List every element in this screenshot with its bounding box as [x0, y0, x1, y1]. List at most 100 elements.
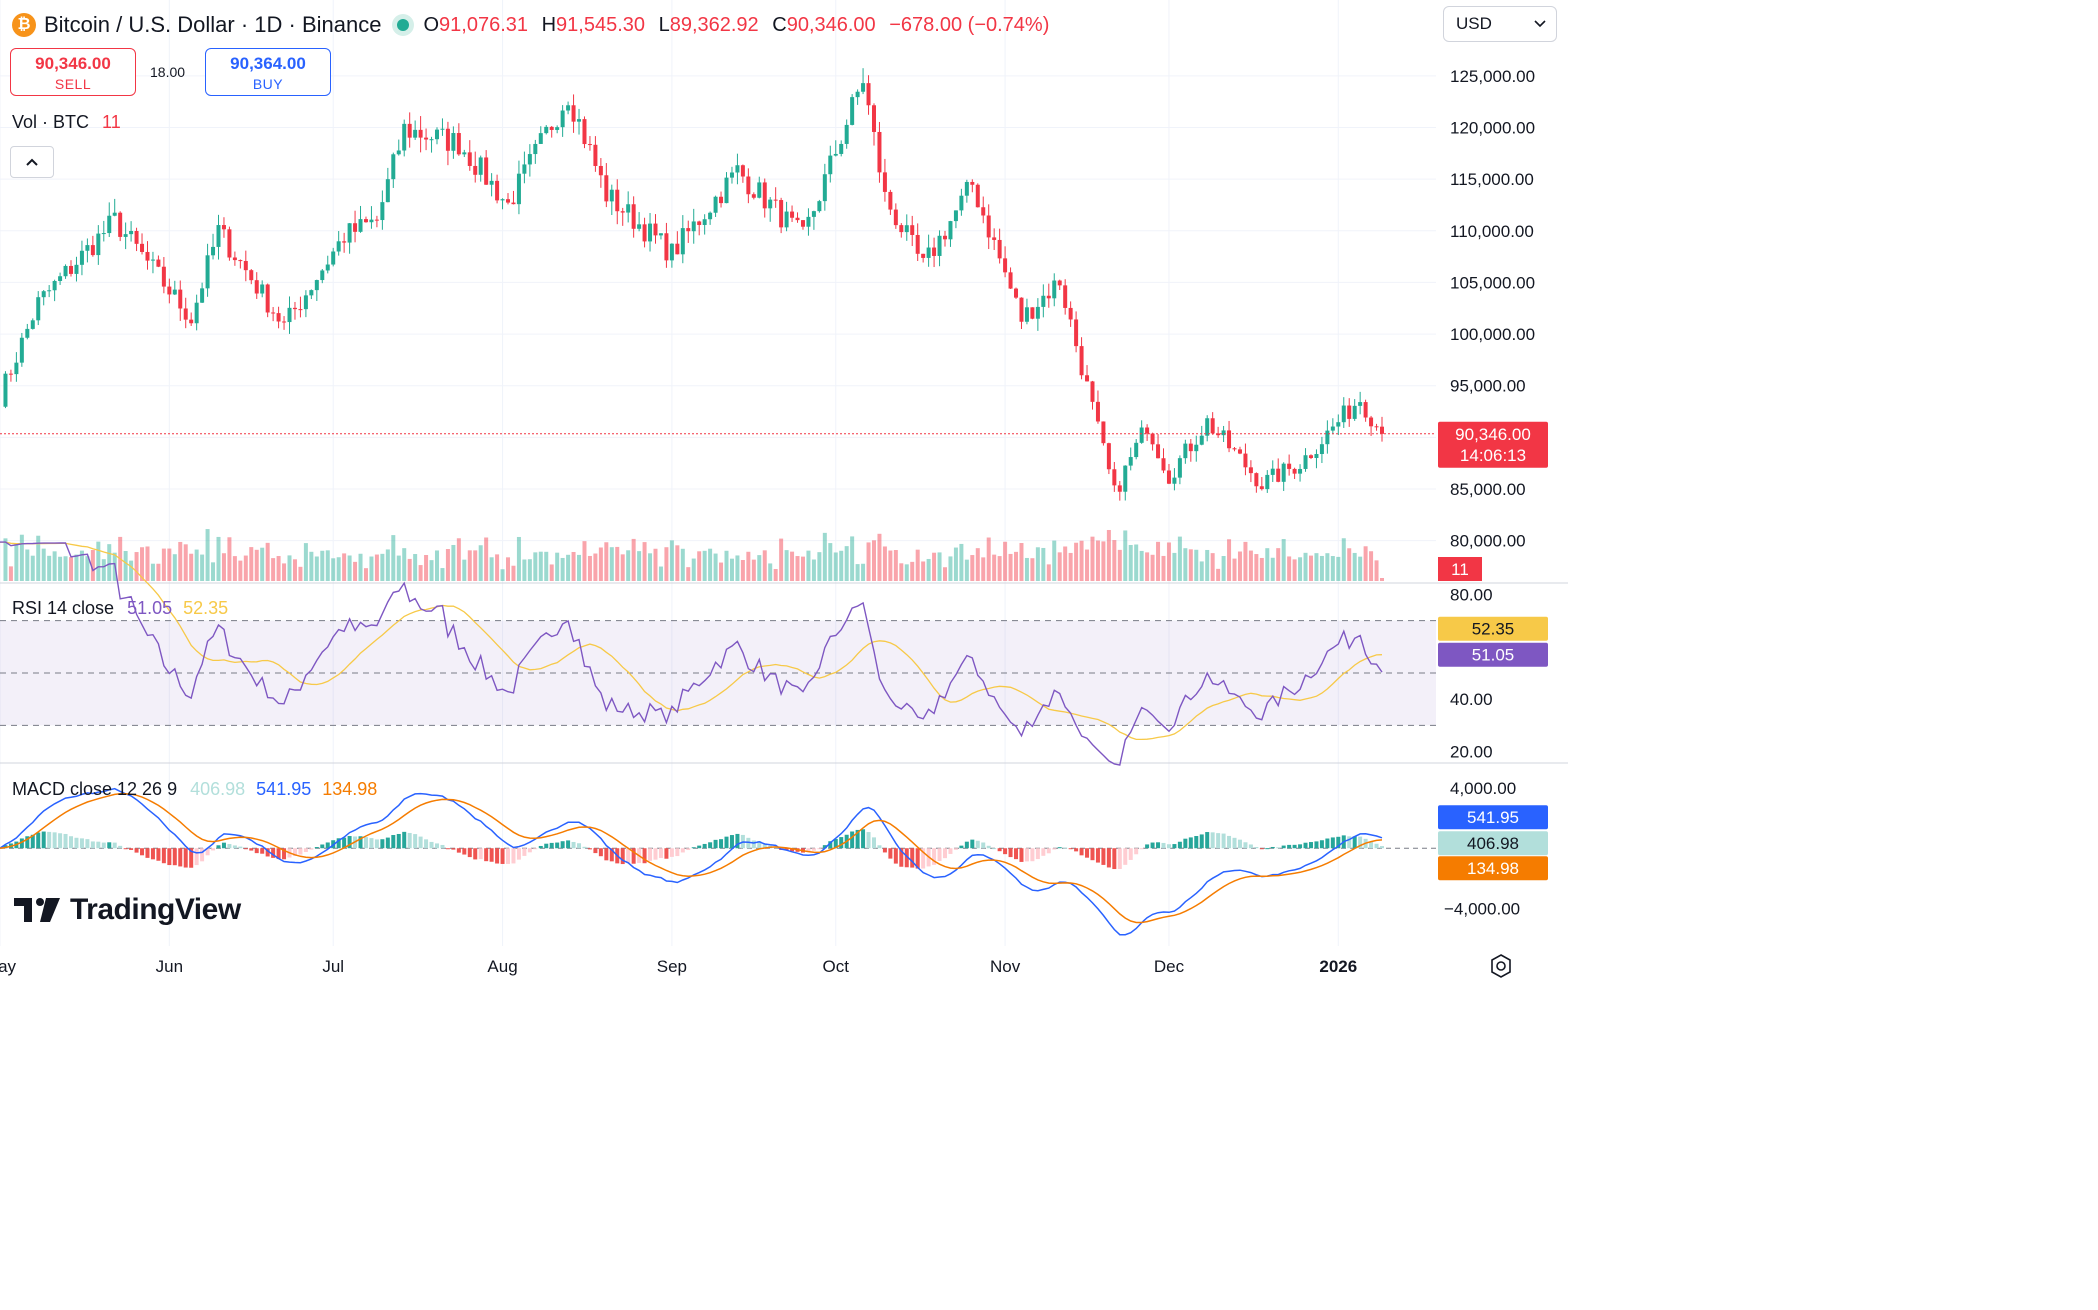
candle-body	[697, 221, 702, 225]
candle-body	[506, 199, 511, 203]
macd-histogram-bar	[47, 831, 52, 849]
macd-histogram-bar	[577, 843, 582, 849]
volume-bar	[413, 554, 418, 581]
candle-body	[52, 280, 57, 291]
macd-histogram-bar	[413, 834, 418, 849]
macd-histogram-bar	[358, 836, 363, 849]
candle-body	[675, 243, 680, 255]
volume-bar	[746, 551, 751, 581]
candle-body	[467, 152, 472, 166]
volume-bar	[1265, 548, 1270, 581]
sell-button[interactable]: 90,346.00 SELL	[10, 48, 136, 96]
volume-legend-value: 11	[102, 112, 121, 132]
volume-bar	[418, 565, 423, 581]
candle-body	[850, 97, 855, 125]
chart-canvas[interactable]: 125,000.00 120,000.00 115,000.00 110,000.00…	[0, 0, 1568, 979]
volume-bar	[462, 559, 467, 581]
symbol-title[interactable]: Bitcoin / U.S. Dollar · 1D · Binance	[44, 12, 382, 37]
candle-body	[232, 257, 237, 261]
macd-histogram-bar	[74, 837, 79, 849]
candle-body	[200, 288, 205, 303]
macd-histogram-bar	[1003, 848, 1008, 855]
candle-body	[1085, 375, 1090, 382]
macd-histogram-bar	[555, 842, 560, 849]
macd-histogram-bar	[866, 832, 871, 849]
signal-badge-text: 134.98	[1467, 859, 1519, 878]
macd-histogram-bar	[828, 841, 833, 849]
price-axis[interactable]: 125,000.00 120,000.00 115,000.00 110,000.00…	[1444, 67, 1535, 919]
volume-bar	[41, 548, 46, 581]
volume-bar	[833, 552, 838, 581]
rsi-tick-label: 80.00	[1450, 585, 1493, 604]
volume-bar	[325, 550, 330, 581]
volume-bar	[724, 550, 729, 581]
candle-body	[69, 265, 74, 274]
rsi-pane	[0, 541, 1436, 766]
candle-body	[806, 216, 811, 227]
macd-histogram-bar	[533, 848, 538, 850]
candle-body	[571, 105, 576, 122]
candle-body	[8, 373, 13, 375]
volume-bar	[3, 538, 8, 581]
rsi-ma-line	[0, 541, 1383, 741]
macd-histogram-bar	[669, 848, 674, 857]
candle-body	[1216, 433, 1221, 436]
candle-body	[418, 129, 423, 138]
macd-histogram-bar	[1074, 848, 1079, 852]
candle-body	[899, 225, 904, 233]
macd-histogram-bar	[964, 841, 969, 849]
macd-histogram-bar	[495, 848, 500, 864]
settings-icon[interactable]	[1488, 953, 1514, 979]
price-tick-label: 115,000.00	[1450, 170, 1534, 189]
volume-bar	[1063, 546, 1068, 581]
candle-body	[1068, 307, 1073, 320]
volume-bar	[303, 543, 308, 581]
candle-body	[582, 119, 587, 145]
candle-body	[577, 119, 582, 122]
currency-select[interactable]: USD	[1443, 6, 1557, 42]
candle-body	[511, 202, 516, 205]
macd-histogram-bar	[833, 838, 838, 849]
macd-histogram-bar	[1041, 848, 1046, 856]
collapse-legend-button[interactable]	[10, 146, 54, 178]
rsi-legend[interactable]: RSI 14 close 51.05 52.35	[12, 598, 228, 619]
volume-bar	[811, 559, 816, 581]
currency-value: USD	[1456, 14, 1492, 33]
volume-bar	[1336, 556, 1341, 581]
candle-body	[374, 219, 379, 221]
candle-body	[861, 83, 866, 92]
macd-histogram-bar	[3, 845, 8, 849]
macd-legend-value: 541.95	[256, 779, 312, 799]
volume-legend[interactable]: Vol · BTC 11	[12, 112, 121, 133]
macd-histogram-bar	[123, 848, 128, 850]
buy-button[interactable]: 90,364.00 BUY	[205, 48, 331, 96]
volume-bar	[1008, 553, 1013, 581]
macd-histogram-bar	[751, 840, 756, 849]
candle-body	[1166, 470, 1171, 484]
macd-histogram-bar	[620, 848, 625, 865]
candle-body	[1145, 427, 1150, 434]
macd-histogram-bar	[686, 848, 691, 851]
macd-legend[interactable]: MACD close 12 26 9 406.98 541.95 134.98	[12, 779, 377, 800]
macd-histogram-bar	[1232, 837, 1237, 849]
candle-body	[642, 224, 647, 242]
spread-value: 18.00	[150, 64, 186, 80]
time-axis[interactable]: May Jun Jul Aug Sep Oct Nov Dec 2026	[0, 957, 1357, 976]
candle-body	[566, 105, 571, 111]
volume-bar	[1358, 556, 1363, 581]
macd-histogram-bar	[544, 843, 549, 849]
macd-histogram-bar	[200, 848, 205, 862]
candle-body	[817, 201, 822, 212]
volume-bar	[1292, 559, 1297, 581]
tradingview-logo[interactable]: TradingView	[14, 893, 241, 927]
macd-histogram-bar	[456, 848, 461, 853]
candle-body	[1161, 458, 1166, 471]
volume-bar	[1363, 546, 1368, 581]
macd-badge	[1438, 805, 1548, 830]
candle-body	[276, 313, 281, 322]
candle-body	[533, 143, 538, 155]
macd-histogram-bar	[806, 848, 811, 852]
high-key: H	[541, 13, 557, 36]
candle-body	[41, 291, 46, 298]
volume-bar	[232, 556, 237, 581]
